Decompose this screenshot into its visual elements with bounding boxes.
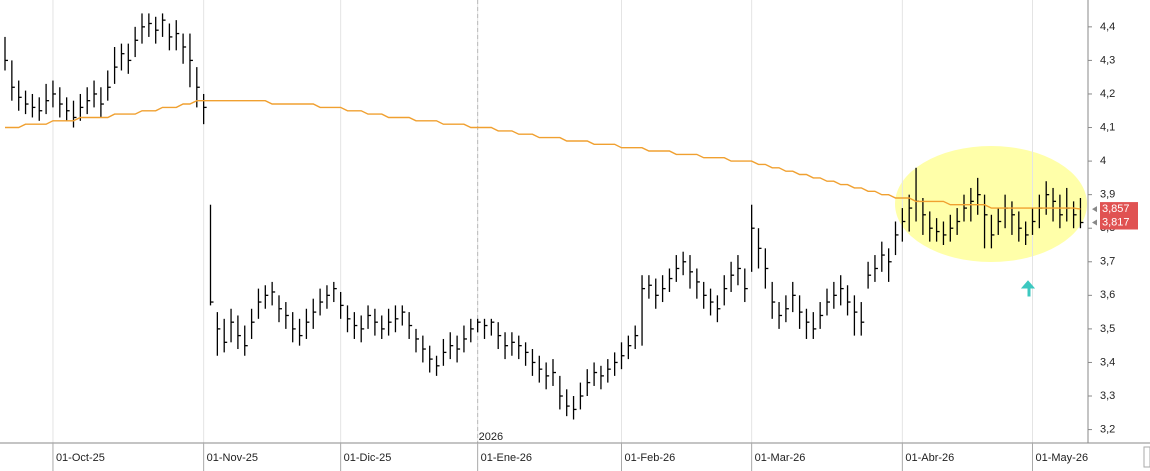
x-tick-label: 01-May-26 bbox=[1036, 452, 1089, 464]
x-tick-label: 01-Feb-26 bbox=[625, 452, 676, 464]
ma-last-label-pointer bbox=[1092, 206, 1097, 213]
y-tick-label: 4 bbox=[1100, 155, 1106, 167]
y-tick-label: 3,2 bbox=[1100, 423, 1115, 435]
plot bbox=[4, 0, 1084, 443]
x-tick-label: 01-Oct-25 bbox=[56, 452, 105, 464]
y-tick-label: 3,7 bbox=[1100, 256, 1115, 268]
year-label: 2026 bbox=[479, 431, 503, 443]
moving-average bbox=[5, 100, 1081, 210]
y-tick-label: 4,4 bbox=[1100, 21, 1115, 33]
y-tick-label: 4,2 bbox=[1100, 88, 1115, 100]
x-tick-label: 01-Nov-25 bbox=[207, 452, 258, 464]
y-tick-label: 3,9 bbox=[1100, 189, 1115, 201]
close-last-label: 3,817 bbox=[1102, 216, 1130, 228]
y-tick-label: 3,4 bbox=[1100, 356, 1115, 368]
ma-last-label: 3,857 bbox=[1102, 203, 1130, 215]
x-tick-label: 01-Abr-26 bbox=[905, 452, 954, 464]
y-tick-label: 4,1 bbox=[1100, 121, 1115, 133]
x-tick-label: 01-Ene-26 bbox=[481, 452, 532, 464]
close-last-label-pointer bbox=[1092, 219, 1097, 226]
ma-last-label-box bbox=[1100, 202, 1138, 217]
x-tick-label: 01-Dic-25 bbox=[344, 452, 392, 464]
scroll-corner bbox=[1143, 446, 1150, 468]
close-last-label-box bbox=[1100, 215, 1138, 230]
y-tick-label: 4,3 bbox=[1100, 54, 1115, 66]
y-tick-label: 3,5 bbox=[1100, 323, 1115, 335]
y-tick-label: 3,3 bbox=[1100, 390, 1115, 402]
y-tick-label: 3,6 bbox=[1100, 289, 1115, 301]
x-tick-label: 01-Mar-26 bbox=[755, 452, 806, 464]
arrow-marker bbox=[1020, 280, 1036, 297]
